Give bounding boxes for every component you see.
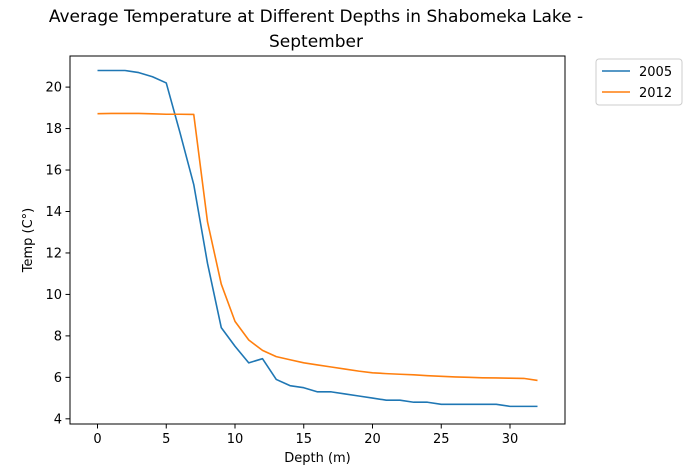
legend-label-2005: 2005	[639, 65, 672, 80]
y-tick-label: 18	[45, 122, 62, 137]
x-tick-label: 5	[162, 432, 170, 447]
x-tick-label: 15	[295, 432, 312, 447]
legend-label-2012: 2012	[639, 86, 672, 101]
y-tick-label: 14	[45, 205, 62, 220]
series-line-2005	[97, 69, 538, 408]
x-axis-label: Depth (m)	[284, 451, 351, 466]
y-tick-label: 10	[45, 288, 62, 303]
series-line-2012	[97, 112, 538, 382]
y-tick-label: 16	[45, 164, 62, 179]
y-axis-label: Temp (C°)	[21, 208, 36, 274]
y-tick-label: 20	[45, 81, 62, 96]
x-tick-label: 30	[502, 432, 519, 447]
series-layer	[97, 69, 538, 408]
x-tick-label: 0	[93, 432, 101, 447]
x-tick-label: 20	[364, 432, 381, 447]
chart-title-line-1: Average Temperature at Different Depths …	[49, 7, 583, 27]
y-tick-label: 8	[54, 329, 62, 344]
chart-title: Average Temperature at Different Depths …	[49, 7, 583, 52]
y-tick-label: 4	[54, 412, 62, 427]
plot-frame	[69, 55, 566, 425]
y-tick-label: 12	[45, 246, 62, 261]
legend: 2005 2012	[595, 58, 683, 106]
chart-title-line-2: September	[269, 32, 363, 52]
plot-area	[70, 56, 565, 424]
x-tick-label: 10	[227, 432, 244, 447]
x-axis-ticks: 0 5 10 15 20 25 30	[93, 424, 518, 447]
y-axis-ticks: 4 6 8 10 12 14 16 18 20	[45, 81, 70, 427]
y-tick-label: 6	[54, 371, 62, 386]
x-tick-label: 25	[433, 432, 450, 447]
